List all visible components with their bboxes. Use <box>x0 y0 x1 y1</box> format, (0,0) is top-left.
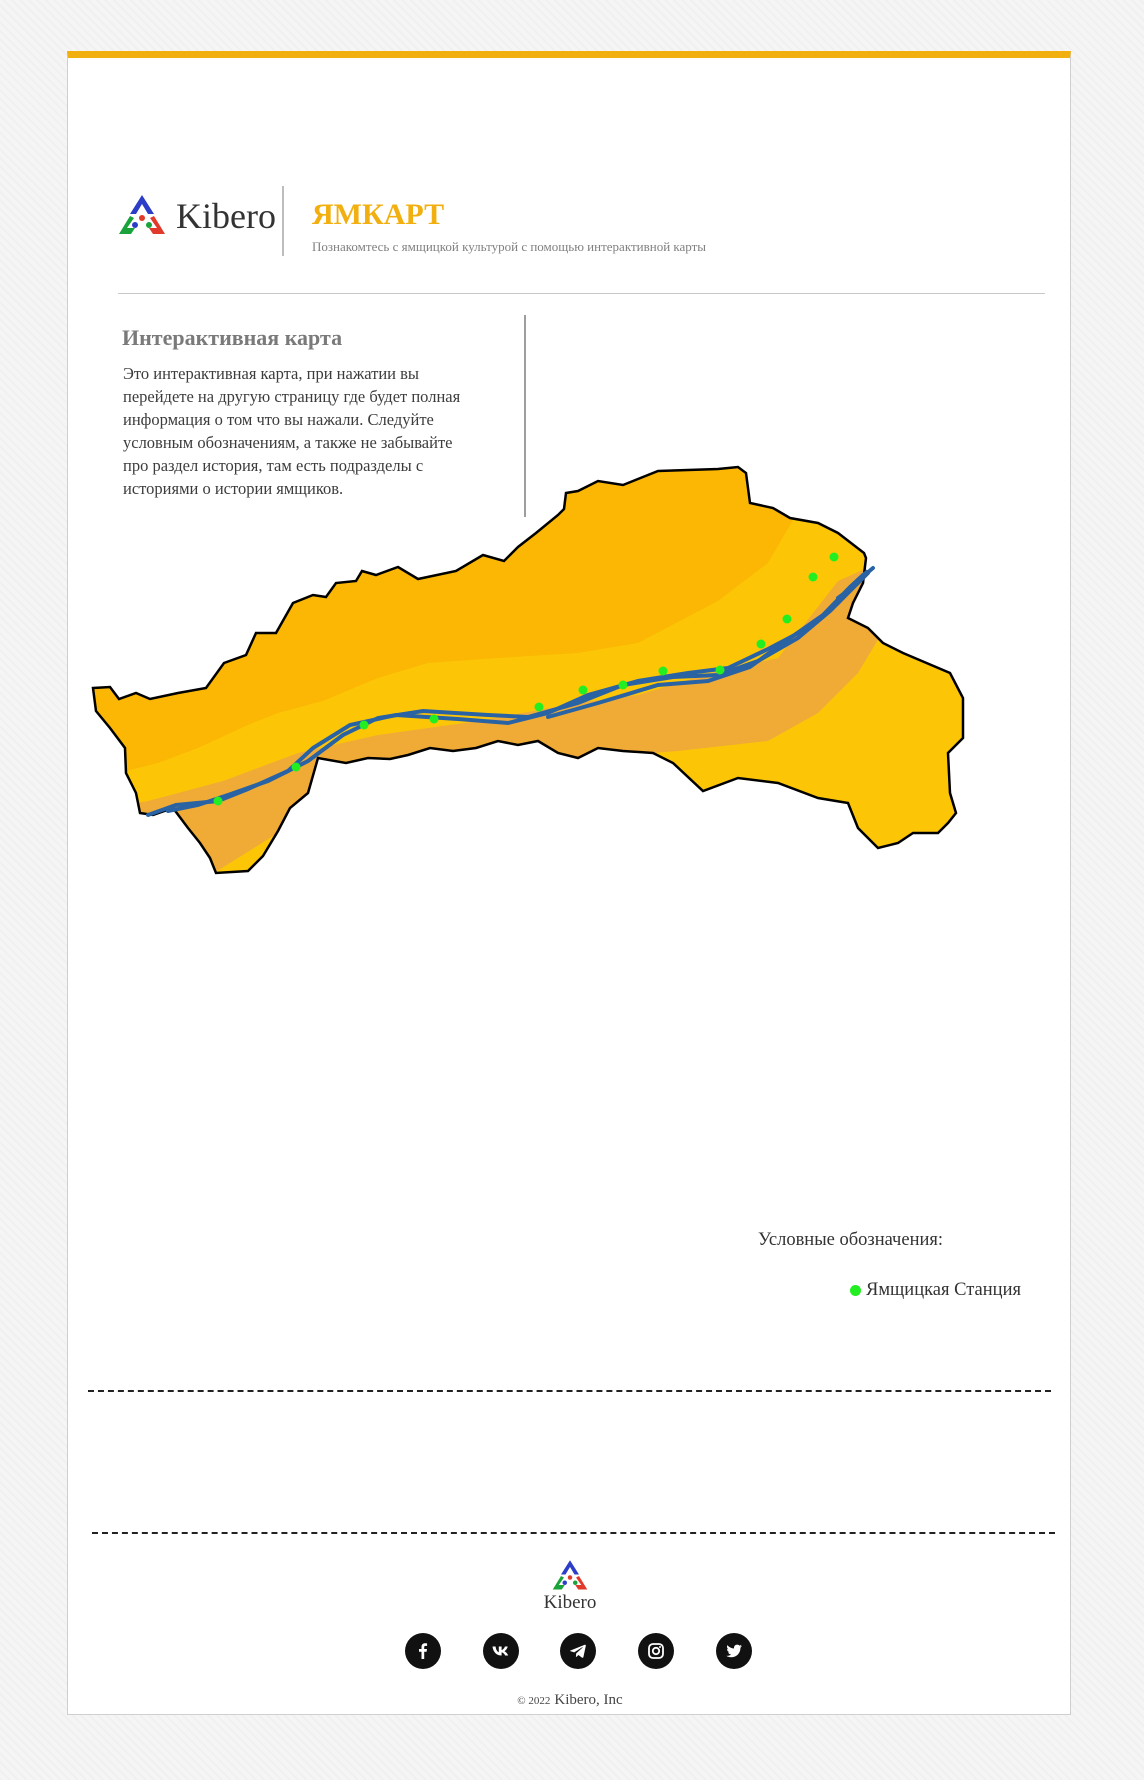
copyright-year: © 2022 <box>517 1695 551 1707</box>
interactive-map[interactable] <box>78 463 1068 943</box>
station-marker[interactable] <box>715 665 725 675</box>
twitter-icon <box>726 1644 742 1658</box>
site-title[interactable]: ЯМКАРТ <box>312 198 445 231</box>
header-logo[interactable]: Kibero <box>116 192 276 240</box>
station-marker[interactable] <box>578 685 588 695</box>
main-card: Kibero ЯМКАРТ Познакомтесь с ямщицкой ку… <box>67 51 1071 1715</box>
header-divider <box>282 186 284 256</box>
station-marker[interactable] <box>429 714 439 724</box>
legend-item-station: Ямщицкая Станция <box>850 1280 1021 1301</box>
instagram-icon <box>648 1643 664 1659</box>
intro-text: Это интерактивная карта, при нажатии вы … <box>123 364 461 498</box>
footer-logo[interactable]: Kibero <box>530 1558 610 1614</box>
station-marker[interactable] <box>756 639 766 649</box>
station-markers <box>213 552 839 806</box>
river <box>146 566 875 817</box>
legend-item-label: Ямщицкая Станция <box>866 1280 1021 1300</box>
social-links <box>405 1633 761 1669</box>
dashed-separator <box>92 1532 1055 1534</box>
dashed-separator <box>88 1390 1051 1392</box>
kibero-logo-icon <box>552 1560 588 1590</box>
site-subtitle: Познакомтесь с ямщицкой культурой с помо… <box>312 239 707 254</box>
station-marker[interactable] <box>782 614 792 624</box>
telegram-icon <box>570 1644 586 1658</box>
facebook-icon <box>419 1643 428 1659</box>
logo-text: Kibero <box>176 196 276 236</box>
facebook-link[interactable] <box>405 1633 441 1669</box>
twitter-link[interactable] <box>716 1633 752 1669</box>
vk-icon <box>492 1646 509 1656</box>
kibero-logo-icon <box>119 195 165 234</box>
station-marker[interactable] <box>808 572 818 582</box>
copyright-text: Kibero, Inc <box>554 1692 623 1708</box>
header-separator <box>118 293 1045 294</box>
station-marker[interactable] <box>829 552 839 562</box>
intro-title: Интерактивная карта <box>122 325 343 350</box>
station-marker[interactable] <box>213 796 223 806</box>
station-marker[interactable] <box>291 762 301 772</box>
green-dot-icon <box>850 1285 861 1296</box>
instagram-link[interactable] <box>638 1633 674 1669</box>
station-marker[interactable] <box>618 680 628 690</box>
vk-link[interactable] <box>483 1633 519 1669</box>
station-marker[interactable] <box>359 720 369 730</box>
station-marker[interactable] <box>534 702 544 712</box>
station-marker[interactable] <box>658 666 668 676</box>
legend-title: Условные обозначения: <box>758 1230 944 1250</box>
copyright: © 2022 Kibero, Inc <box>68 1692 1072 1709</box>
telegram-link[interactable] <box>560 1633 596 1669</box>
intro-divider <box>524 315 526 517</box>
footer-logo-text: Kibero <box>543 1592 597 1613</box>
